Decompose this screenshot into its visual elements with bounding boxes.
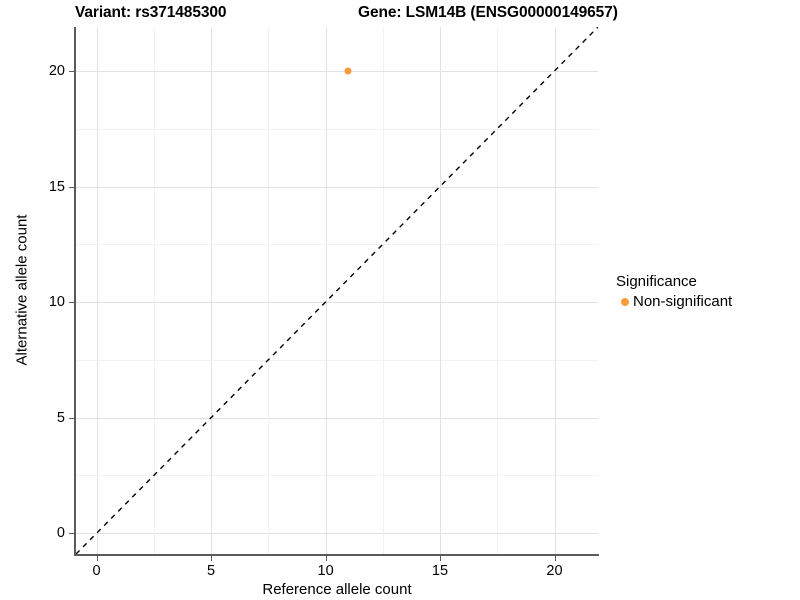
x-tick-mark <box>211 556 213 561</box>
gridline-vertical <box>153 27 155 554</box>
data-point[interactable] <box>344 67 352 75</box>
x-tick-label: 20 <box>546 563 563 579</box>
x-tick-label: 10 <box>317 563 334 579</box>
gridline-horizontal <box>76 475 598 477</box>
gridline-horizontal <box>76 417 598 419</box>
y-axis-title: Alternative allele count <box>13 214 31 366</box>
gridline-vertical <box>440 27 441 554</box>
y-tick-label: 15 <box>48 178 65 195</box>
gridline-horizontal <box>76 302 598 304</box>
gridline-horizontal <box>76 70 598 72</box>
gridline-vertical <box>382 27 384 554</box>
gridline-horizontal <box>76 244 598 246</box>
variant-title: Variant: rs371485300 <box>75 4 227 21</box>
gridline-horizontal <box>76 128 598 130</box>
gridline-vertical <box>497 27 499 554</box>
gridline-horizontal <box>76 533 598 535</box>
y-tick-label: 10 <box>48 294 65 311</box>
gene-title: Gene: LSM14B (ENSG00000149657) <box>358 4 618 21</box>
y-tick-mark <box>69 533 74 535</box>
x-tick-mark <box>554 556 556 561</box>
x-tick-label: 15 <box>431 563 449 579</box>
x-tick-mark <box>440 556 441 561</box>
y-axis-line <box>74 27 76 555</box>
y-tick-mark <box>69 186 74 188</box>
legend-title: Significance <box>616 273 697 290</box>
gridline-vertical <box>554 27 556 554</box>
legend-dot-icon <box>616 294 633 311</box>
x-axis-title: Reference allele count <box>262 581 412 598</box>
x-tick-mark <box>325 556 327 561</box>
x-tick-label: 5 <box>207 563 216 579</box>
legend: Significance Non-significant <box>616 273 732 311</box>
gridline-vertical <box>325 27 327 554</box>
y-tick-label: 0 <box>56 525 65 542</box>
x-tick-mark <box>96 556 98 561</box>
y-tick-mark <box>69 302 74 304</box>
identity-reference-line <box>76 27 598 554</box>
legend-entries: Non-significant <box>616 293 732 311</box>
gridline-vertical <box>96 27 98 554</box>
gridline-vertical <box>211 27 213 554</box>
x-tick-label: 0 <box>92 563 101 579</box>
y-tick-mark <box>69 417 74 419</box>
y-tick-label: 20 <box>48 62 65 79</box>
x-axis-line <box>74 554 599 556</box>
y-tick-label: 5 <box>56 409 65 426</box>
plot-panel <box>76 27 598 554</box>
gridline-horizontal <box>76 359 598 361</box>
legend-item[interactable]: Non-significant <box>616 293 732 311</box>
gridline-horizontal <box>76 186 598 188</box>
gridline-vertical <box>268 27 270 554</box>
y-tick-mark <box>69 70 74 72</box>
legend-item-label: Non-significant <box>633 293 733 310</box>
